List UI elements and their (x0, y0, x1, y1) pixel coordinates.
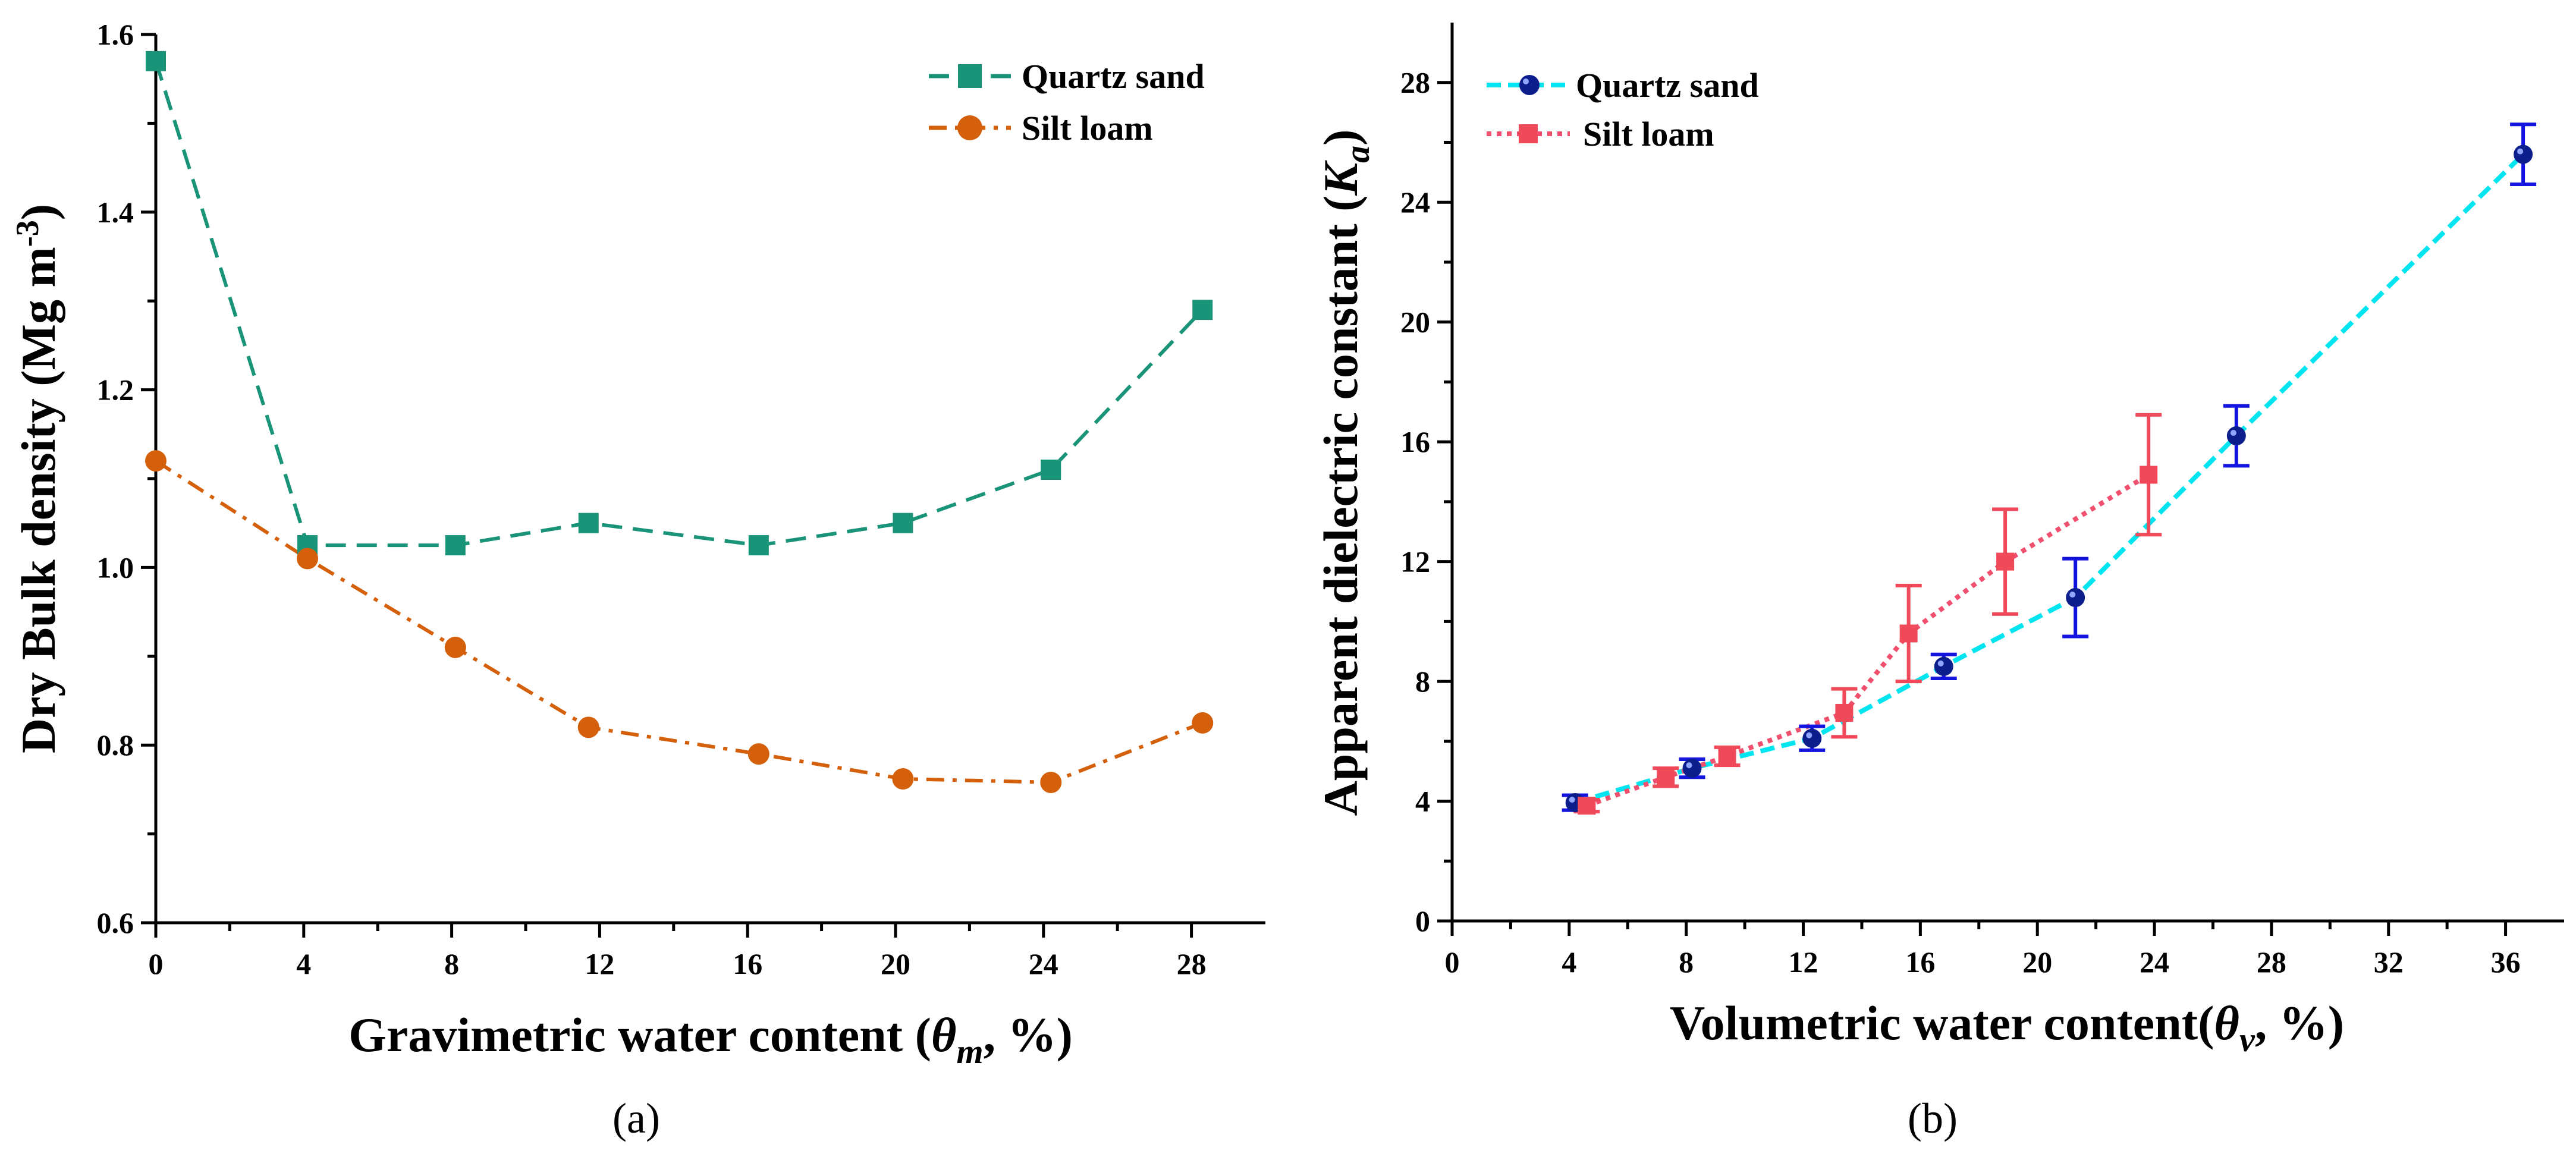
panel-a-series-lines (154, 60, 1204, 784)
panel-b-quartz-point (2514, 144, 2533, 164)
panel-b-quartz-point-highlight (2069, 592, 2076, 598)
panel-b-y-tick-label: 8 (1415, 665, 1430, 698)
panel-a-x-axis-title: Gravimetric water content (θm, %) (348, 1008, 1073, 1071)
panel-a-markers (145, 51, 1214, 793)
panel-b-y-tick-label: 12 (1400, 545, 1430, 578)
legend-a-quartz-label: Quartz sand (1022, 57, 1205, 96)
legend-b-silt-marker (1519, 124, 1538, 143)
panel-b-series-lines (1574, 152, 2525, 808)
panel-b-quartz-point (1934, 656, 1953, 676)
panel-a-chart: 0 4 8 12 16 20 24 28 0.6 0.8 1.0 1.2 1.4 1.6 Dry Bulk… (10, 18, 1265, 1142)
panel-b-chart: 0 4 8 12 16 20 24 28 32 36 0 4 8 12 16 20 24 28 Apparent … (1314, 23, 2564, 1142)
legend-a-quartz-marker (958, 64, 982, 88)
panel-b-silt-point (1899, 624, 1918, 643)
panel-b-x-tick-label: 24 (2140, 945, 2169, 979)
panel-b-y-tick-label: 16 (1400, 425, 1430, 458)
panel-b-label: (b) (1908, 1095, 1958, 1142)
legend-b-silt-label: Silt loam (1583, 115, 1714, 153)
panel-a-x-tick-label: 16 (733, 947, 762, 980)
panel-a-x-tick-label: 8 (444, 947, 459, 980)
panel-b-y-tick-label: 24 (1400, 186, 1430, 219)
legend-b-quartz-marker-highlight (1523, 78, 1529, 84)
panel-b-y-axis-title: Apparent dielectric constant (Ka) (1314, 130, 1377, 816)
panel-b-series-line-1 (1586, 473, 2150, 808)
panel-b-x-tick-label: 8 (1679, 945, 1694, 979)
panel-b-silt-point (1835, 703, 1854, 722)
panel-a-silt-point (1192, 712, 1214, 734)
panel-a-silt-point (577, 716, 599, 738)
panel-b-quartz-point-highlight (2517, 148, 2524, 155)
panel-a-x-tick-label: 0 (149, 947, 164, 980)
panel-b-quartz-point (1682, 759, 1702, 778)
legend-a-silt-marker (957, 115, 982, 140)
legend-b-quartz-label: Quartz sand (1576, 66, 1759, 105)
panel-a-x-tick-label: 24 (1029, 947, 1058, 980)
panel-b-y-tick-label: 28 (1400, 66, 1430, 99)
panel-b-quartz-point-highlight (1937, 660, 1944, 666)
panel-b-silt-point (1718, 747, 1736, 765)
panel-b-quartz-point-highlight (1686, 762, 1692, 769)
panel-a-x-tick-label: 12 (585, 947, 614, 980)
panel-b-x-axis-title: Volumetric water content(θv, %) (1670, 996, 2344, 1059)
panel-b-x-tick-label: 28 (2257, 945, 2286, 979)
panel-a-legend: Quartz sand Silt loam (929, 57, 1205, 147)
panel-b-ticks: 0 4 8 12 16 20 24 28 32 36 0 4 8 12 16 20 24 28 (1400, 66, 2521, 979)
panel-b-silt-point (1578, 797, 1596, 815)
panel-a-quartz-point (748, 535, 769, 556)
panel-b-x-tick-label: 32 (2374, 945, 2404, 979)
panel-a-y-tick-label: 1.4 (97, 196, 134, 229)
panel-a-y-tick-label: 1.6 (97, 18, 134, 51)
panel-a-quartz-point (1192, 300, 1213, 320)
panel-a-quartz-point (893, 513, 913, 533)
panel-b-quartz-point-highlight (1569, 797, 1575, 803)
panel-b-legend: Quartz sand Silt loam (1487, 66, 1759, 153)
panel-a-silt-point (444, 636, 466, 658)
panel-b-x-tick-label: 36 (2491, 945, 2521, 979)
panel-a-ticks: 0 4 8 12 16 20 24 28 0.6 0.8 1.0 1.2 1.4 1.6 (97, 18, 1207, 980)
panel-a-y-tick-label: 0.6 (97, 906, 134, 939)
panel-a-y-axis-title: Dry Bulk density (Mg m-3) (10, 204, 65, 753)
panel-b-error-bars (1562, 122, 2537, 814)
panel-b-silt-point (1996, 552, 2015, 571)
panel-a-series-line-0 (154, 60, 1204, 548)
panel-b-quartz-point (2066, 588, 2085, 608)
panel-b-x-tick-label: 4 (1562, 945, 1576, 979)
panel-b-y-tick-label: 4 (1415, 785, 1430, 818)
panel-a-silt-point (892, 768, 914, 790)
panel-b-markers (1565, 144, 2533, 815)
panel-a-quartz-point (146, 51, 166, 71)
panel-b-silt-point (2140, 466, 2158, 484)
panel-a-x-tick-label: 4 (296, 947, 311, 980)
panel-b-x-tick-label: 16 (1905, 945, 1935, 979)
panel-b-x-tick-label: 12 (1789, 945, 1818, 979)
panel-b-y-tick-label: 0 (1415, 904, 1430, 938)
panel-a-quartz-point (1041, 460, 1061, 480)
panel-b-x-tick-label: 0 (1445, 945, 1460, 979)
legend-a-silt-label: Silt loam (1022, 109, 1153, 147)
panel-a-x-tick-label: 20 (881, 947, 910, 980)
panel-a-quartz-point (445, 535, 466, 556)
panel-b-y-tick-label: 20 (1400, 306, 1430, 339)
panel-a-y-tick-label: 1.0 (97, 551, 134, 584)
panel-a-silt-point (747, 743, 769, 765)
legend-b-quartz-marker (1519, 75, 1540, 95)
panel-a-y-tick-label: 0.8 (97, 728, 134, 762)
panel-a-silt-point (297, 548, 319, 570)
panel-a-x-tick-label: 28 (1177, 947, 1207, 980)
panel-a-y-tick-label: 1.2 (97, 373, 134, 407)
panel-a-quartz-point (578, 513, 599, 533)
panel-b-quartz-point (1802, 728, 1822, 748)
panel-a-silt-point (1040, 771, 1062, 793)
panel-b-silt-point (1657, 768, 1675, 787)
panel-a-series-line-1 (155, 459, 1204, 784)
panel-a-label: (a) (612, 1095, 660, 1142)
panel-b-series-line-0 (1574, 152, 2525, 805)
panel-b-x-tick-label: 20 (2022, 945, 2052, 979)
panel-b-quartz-point (2226, 426, 2246, 446)
panel-b-quartz-point-highlight (1806, 732, 1812, 738)
panel-a-silt-point (145, 450, 167, 472)
panel-b-quartz-point-highlight (2230, 430, 2236, 436)
